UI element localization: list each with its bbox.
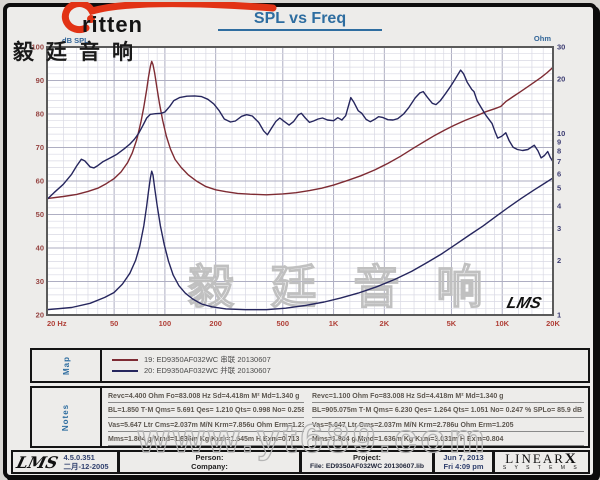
ts-params-line: Vas=5.647 Ltr Cms=2.037m M/N Krm=2.786u …: [312, 418, 584, 432]
legend: 19: ED9350AF032WC 串联 20130607 20: ED9350…: [102, 350, 271, 381]
svg-text:20: 20: [36, 311, 44, 320]
notes-strip: Notes: [32, 388, 102, 446]
map-strip-label: Map: [61, 356, 71, 375]
lms-version: 4.5.0.351: [63, 453, 95, 462]
notes-section: Notes Revc=4.400 Ohm Fo=83.008 Hz Sd=4.4…: [30, 386, 590, 448]
svg-text:10K: 10K: [495, 319, 509, 328]
linearx-logo: LINEARX: [505, 451, 578, 467]
footer-person-box: Person: Company:: [118, 450, 301, 474]
svg-text:LMS: LMS: [505, 294, 543, 312]
report-time: Fri 4:09 pm: [443, 462, 484, 471]
legend-row: 19: ED9350AF032WC 串联 20130607: [112, 354, 271, 365]
svg-text:1K: 1K: [329, 319, 339, 328]
footer-project-box: Project: File: ED9350AF032WC 20130607.li…: [300, 450, 434, 474]
ts-params-line: BL=905.075m T·M Qms= 6.230 Qes= 1.264 Qt…: [312, 403, 584, 418]
svg-text:60: 60: [36, 177, 44, 186]
svg-text:2: 2: [557, 256, 561, 265]
eritten-logo-text: ritten: [82, 12, 143, 37]
linearx-systems-label: S Y S T E M S: [502, 465, 581, 471]
company-label: Company:: [191, 462, 228, 471]
lms-logo: LMS: [14, 452, 60, 472]
svg-text:dB SPL: dB SPL: [62, 36, 89, 45]
notes-content: Revc=4.400 Ohm Fo=83.008 Hz Sd=4.418m M²…: [102, 388, 588, 446]
svg-text:20K: 20K: [546, 319, 560, 328]
footer-datetime-box: Jun 7, 2013 Fri 4:09 pm: [433, 450, 494, 474]
svg-text:3: 3: [557, 224, 561, 233]
page-title: SPL vs Freq: [218, 10, 382, 31]
svg-text:70: 70: [36, 143, 44, 152]
lms-version-date: 二月-12-2005: [63, 462, 109, 471]
company-chinese-name: 毅廷音响: [13, 41, 145, 64]
svg-text:2K: 2K: [380, 319, 390, 328]
svg-text:10: 10: [557, 129, 565, 138]
svg-text:毅 廷 音 响: 毅 廷 音 响: [188, 261, 494, 313]
notes-column-series19: Revc=4.400 Ohm Fo=83.008 Hz Sd=4.418m M²…: [108, 389, 304, 446]
svg-text:1: 1: [557, 311, 561, 320]
svg-text:30: 30: [557, 43, 565, 52]
svg-text:50: 50: [36, 210, 44, 219]
eritten-logo-swoosh-icon: [61, 2, 277, 34]
person-label: Person:: [195, 452, 224, 462]
svg-text:80: 80: [36, 110, 44, 119]
legend-swatch-series20: [112, 369, 138, 372]
footer-version-box: LMS 4.5.0.351 二月-12-2005: [11, 450, 119, 474]
ts-params-line: Revc=4.400 Ohm Fo=83.008 Hz Sd=4.418m M²…: [108, 389, 304, 404]
svg-text:5K: 5K: [447, 319, 457, 328]
svg-text:20 Hz: 20 Hz: [47, 319, 67, 328]
svg-text:4: 4: [557, 201, 562, 210]
notes-strip-label: Notes: [61, 403, 71, 431]
svg-text:Ohm: Ohm: [534, 34, 551, 43]
linearx-logo-box: LINEARX S Y S T E M S: [493, 450, 590, 474]
svg-text:6: 6: [557, 169, 561, 178]
ts-params-line: Mms=1.804 g Mmd=1.636m Kg Kxm=3.031m H E…: [312, 432, 584, 446]
legend-row: 20: ED9350AF032WC 并联 20130607: [112, 365, 271, 376]
svg-text:30: 30: [36, 277, 44, 286]
legend-label-series19: 19: ED9350AF032WC 串联 20130607: [144, 355, 271, 364]
svg-text:9: 9: [557, 137, 561, 146]
svg-text:90: 90: [36, 76, 44, 85]
file-name: File: ED9350AF032WC 20130607.lib: [309, 463, 425, 471]
project-label: Project:: [353, 452, 381, 462]
svg-text:20: 20: [557, 74, 565, 83]
legend-swatch-series19: [112, 358, 138, 361]
map-strip: Map: [32, 350, 102, 381]
svg-text:8: 8: [557, 147, 561, 156]
map-section: Map 19: ED9350AF032WC 串联 20130607 20: ED…: [30, 348, 590, 383]
svg-text:100: 100: [159, 319, 172, 328]
report-date: Jun 7, 2013: [443, 452, 484, 462]
notes-column-series20: Revc=1.100 Ohm Fo=83.008 Hz Sd=4.418m M²…: [312, 389, 584, 446]
svg-text:5: 5: [557, 184, 561, 193]
ts-params-line: Vas=5.647 Ltr Cms=2.037m M/N Krm=7.856u …: [108, 418, 304, 432]
ts-params-line: Revc=1.100 Ohm Fo=83.008 Hz Sd=4.418m M²…: [312, 389, 584, 404]
ts-params-line: BL=1.850 T·M Qms= 5.691 Qes= 1.210 Qts= …: [108, 403, 304, 418]
svg-text:50: 50: [110, 319, 118, 328]
svg-text:500: 500: [277, 319, 290, 328]
ts-params-line: Mms=1.804 g Mmd=1.636m Kg Kxm=1.645m H E…: [108, 432, 304, 446]
svg-text:7: 7: [557, 157, 561, 166]
svg-text:100: 100: [31, 43, 44, 52]
svg-text:40: 40: [36, 244, 44, 253]
svg-text:200: 200: [209, 319, 222, 328]
legend-label-series20: 20: ED9350AF032WC 并联 20130607: [144, 366, 271, 375]
